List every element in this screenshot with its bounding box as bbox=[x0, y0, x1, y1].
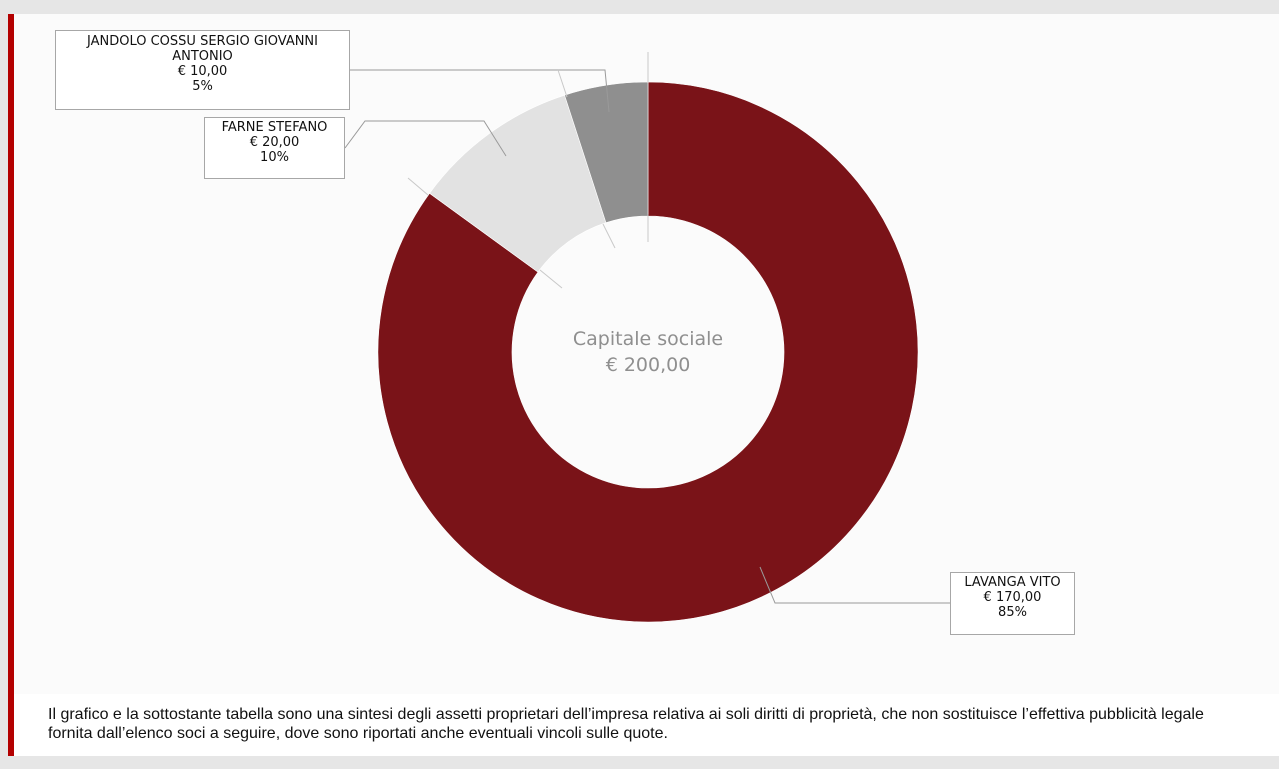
callout-amount: € 170,00 bbox=[983, 590, 1042, 605]
slice-boundary-ticks bbox=[407, 52, 649, 289]
callout-amount: € 20,00 bbox=[249, 135, 300, 150]
boundary-tick bbox=[557, 69, 568, 98]
callout-percent: 10% bbox=[260, 150, 289, 165]
slices-group bbox=[377, 81, 919, 623]
callout-percent: 85% bbox=[998, 605, 1027, 620]
leader-line-jandolo bbox=[350, 69, 610, 113]
callout-farne: FARNE STEFANO € 20,00 10% bbox=[204, 117, 345, 179]
boundary-tick bbox=[602, 223, 616, 249]
top-strip bbox=[0, 0, 1279, 14]
callout-name: FARNE STEFANO bbox=[221, 120, 328, 135]
boundary-tick bbox=[407, 177, 429, 196]
text-panel bbox=[8, 694, 1279, 756]
center-title: Capitale sociale bbox=[573, 328, 723, 350]
callout-lavanga: LAVANGA VITO € 170,00 85% bbox=[950, 572, 1075, 635]
slice-lavanga bbox=[377, 81, 919, 623]
callout-amount: € 10,00 bbox=[177, 64, 228, 79]
leader-lines bbox=[344, 69, 950, 604]
leader-line-farne bbox=[344, 120, 507, 157]
callout-name: JANDOLO COSSU SERGIO GIOVANNI ANTONIO bbox=[87, 34, 318, 64]
bottom-strip bbox=[0, 756, 1279, 769]
leader-line-lavanga bbox=[759, 566, 950, 604]
boundary-tick bbox=[539, 269, 563, 289]
callout-name: LAVANGA VITO bbox=[964, 575, 1061, 590]
callout-jandolo: JANDOLO COSSU SERGIO GIOVANNI ANTONIO € … bbox=[55, 30, 350, 110]
center-total: € 200,00 bbox=[606, 354, 691, 376]
callout-percent: 5% bbox=[192, 79, 213, 94]
disclaimer-text: Il grafico e la sottostante tabella sono… bbox=[48, 706, 1204, 742]
